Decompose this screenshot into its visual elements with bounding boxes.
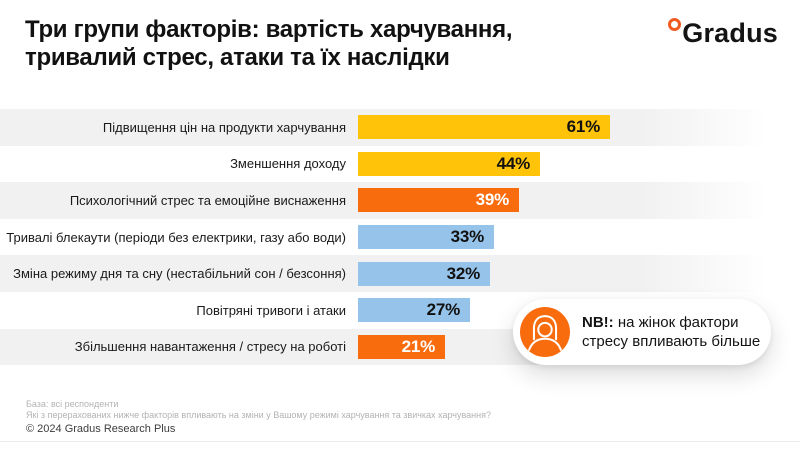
bar-track: 27%: [358, 298, 800, 323]
footer-question: Які з перерахованих нижче факторів вплив…: [26, 410, 491, 420]
gradus-logo: Gradus: [668, 16, 778, 50]
bar-track: 33%: [358, 225, 800, 250]
bottom-divider: [0, 441, 800, 442]
bar-value: 27%: [426, 300, 461, 320]
bar-value: 44%: [496, 153, 531, 173]
bar: 44%: [358, 151, 540, 176]
footer-base-note: База: всі респонденти: [26, 399, 119, 409]
bar-label: Тривалі блекаути (періоди без електрики,…: [6, 229, 346, 245]
chart-row: Повітряні тривоги і атаки 27%: [0, 292, 800, 329]
bar: 61%: [358, 115, 610, 140]
bar: 27%: [358, 298, 470, 323]
bar: 33%: [358, 225, 494, 250]
bar-label: Збільшення навантаження / стресу на робо…: [74, 339, 346, 355]
footer-copyright: © 2024 Gradus Research Plus: [26, 423, 176, 435]
logo-dot-icon: [668, 18, 682, 31]
bar: 32%: [358, 261, 490, 286]
bar: 21%: [358, 334, 445, 359]
bar-chart: Підвищення цін на продукти харчування 61%…: [0, 109, 800, 366]
bar-track: 21%: [358, 334, 800, 359]
chart-row: Зміна режиму дня та сну (нестабільний со…: [0, 255, 800, 292]
chart-rows: Підвищення цін на продукти харчування 61%…: [0, 109, 800, 366]
bar-value: 32%: [446, 263, 481, 283]
nb-label: NB!:: [582, 314, 614, 331]
bar-value: 39%: [475, 190, 510, 210]
bar-track: 32%: [358, 261, 800, 286]
chart-row: Підвищення цін на продукти харчування 61%: [0, 109, 800, 146]
bar-track: 61%: [358, 115, 800, 140]
nb-callout-text: NB!: на жінок фактори стресу впливають б…: [582, 313, 771, 351]
bar-label: Повітряні тривоги і атаки: [196, 302, 346, 318]
woman-avatar-icon: [520, 307, 570, 357]
bar-label: Психологічний стрес та емоційне виснажен…: [69, 192, 346, 208]
bar-label: Зміна режиму дня та сну (нестабільний со…: [13, 266, 346, 282]
bar-track: 39%: [358, 188, 800, 213]
bar-track: 44%: [358, 151, 800, 176]
chart-row: Тривалі блекаути (періоди без електрики,…: [0, 219, 800, 256]
bar-value: 21%: [401, 336, 436, 356]
bar-value: 33%: [450, 227, 485, 247]
chart-row: Психологічний стрес та емоційне виснажен…: [0, 182, 800, 219]
bar-value: 61%: [566, 117, 601, 137]
nb-text: на жінок фактори стресу впливають більше: [582, 314, 761, 350]
logo-text: Gradus: [682, 18, 778, 48]
page-title: Три групи факторів: вартість харчування,…: [25, 16, 513, 71]
chart-row: Зменшення доходу 44%: [0, 146, 800, 183]
bar-label: Зменшення доходу: [230, 156, 346, 172]
bar: 39%: [358, 188, 519, 213]
bar-label: Підвищення цін на продукти харчування: [102, 119, 346, 135]
nb-callout: NB!: на жінок фактори стресу впливають б…: [513, 299, 771, 365]
